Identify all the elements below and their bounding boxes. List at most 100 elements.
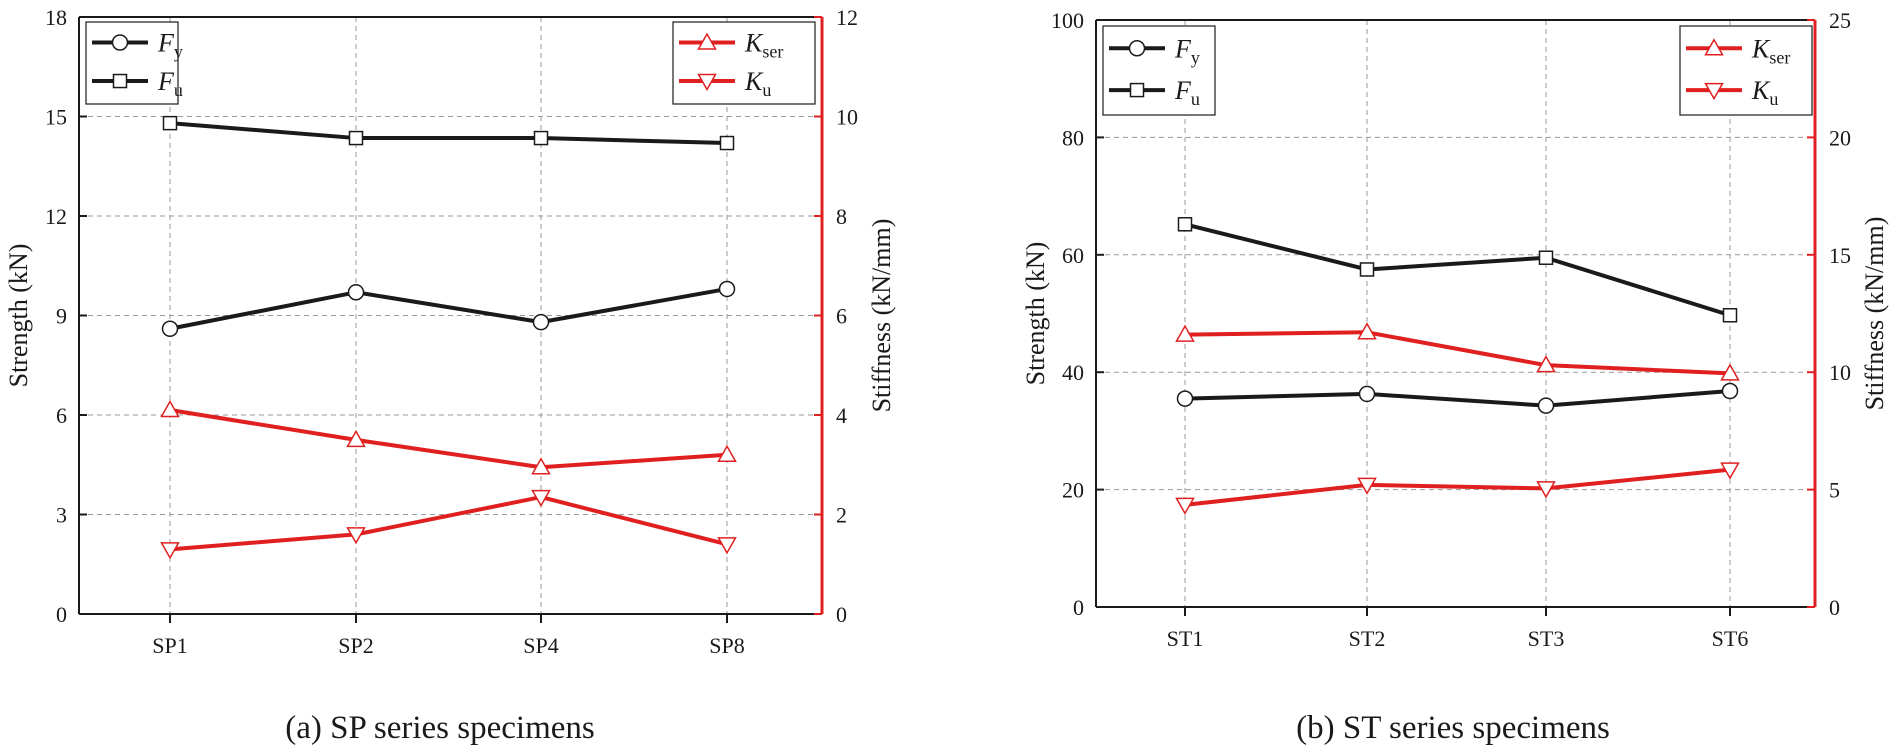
x-tick-label: ST3 [1528,626,1565,651]
x-tick-label: SP1 [152,633,187,658]
data-point [719,135,735,151]
series-line [169,121,728,146]
left-tick-label: 0 [56,602,67,627]
legend-marker [1129,82,1145,98]
legend-label: Fy [1174,34,1200,67]
data-point [1176,390,1194,407]
legend-box [672,21,816,105]
left-tick-label: 20 [1062,478,1084,503]
data-point [348,130,364,146]
data-point [1175,497,1195,515]
legend-item: Ku [679,67,771,100]
x-tick-label: SP4 [523,633,558,658]
data-point [162,115,178,131]
left-tick-label: 15 [45,105,67,130]
data-point [1357,477,1377,495]
series-line [169,286,728,331]
legend-label: Fy [157,29,183,62]
data-point [1720,363,1740,381]
data-point [160,542,180,560]
legend-box [1679,25,1813,116]
legend-item: Kser [1686,34,1790,67]
data-point [1357,322,1377,340]
series-Kser [1175,322,1740,381]
data-point [347,284,365,301]
series-Ku [1175,462,1740,515]
x-tick-label: ST6 [1712,626,1749,651]
right-tick-label: 4 [836,403,847,428]
data-point [717,537,737,555]
legend-marker [697,32,717,50]
y-axis-label: Strength (kN) [4,244,33,388]
data-point [346,527,366,545]
right-tick-label: 8 [836,204,847,229]
data-point [346,429,366,448]
data-point [531,489,551,508]
legend-label: Kser [744,29,783,62]
legend-marker [697,73,717,92]
data-point [1536,481,1556,499]
left-tick-label: 60 [1062,243,1084,268]
left-tick-label: 3 [56,503,67,528]
series-Ku [160,489,737,560]
right-tick-label: 20 [1829,125,1851,150]
series-line [1184,330,1731,376]
right-tick-label: 2 [836,503,847,528]
legend-strength: Fy Fu [1102,25,1216,116]
legend-box [1102,25,1216,116]
series-line [169,495,728,552]
left-tick-label: 0 [1073,595,1084,620]
data-point [718,280,736,298]
series-Kser [160,400,737,475]
left-tick-label: 40 [1062,360,1084,385]
legend-label: Ku [1751,76,1778,109]
right-tick-label: 10 [836,105,858,130]
gridlines [79,17,822,614]
right-tick-label: 12 [836,5,858,30]
data-point [717,444,737,463]
legend-stiffness: Kser Ku [1679,25,1813,116]
data-point [532,313,550,331]
left-tick-label: 80 [1062,125,1084,150]
right-tick-label: 15 [1829,243,1851,268]
legend-marker [1704,38,1724,56]
data-point [1536,355,1556,373]
data-point [1537,397,1555,414]
chart-panel-0: 0 3 6 9 12 15 18 0 2 4 6 8 10 12 SP1 SP2 SP4 SP8 Strength … [4,5,896,746]
x-tick-label: ST2 [1349,626,1386,651]
right-tick-label: 6 [836,304,847,329]
left-tick-label: 9 [56,304,67,329]
series-Fy [1176,382,1739,414]
right-tick-label: 0 [1829,595,1840,620]
y2-axis-label: Stiffness (kN/mm) [1860,217,1889,411]
data-point [1721,382,1739,400]
left-tick-label: 18 [45,5,67,30]
data-point [1538,250,1554,265]
data-point [1722,308,1738,323]
data-point [1358,385,1376,403]
data-point [533,130,549,146]
legend-label: Ku [744,67,771,100]
legend-item: Fu [92,67,183,100]
series-line [169,408,728,470]
x-tick-label: SP2 [338,633,373,658]
panel-caption: (b) ST series specimens [1296,710,1610,746]
left-tick-label: 100 [1051,8,1084,33]
right-tick-label: 0 [836,602,847,627]
legend-item: Ku [1686,76,1778,109]
x-tick-label: ST1 [1167,626,1204,651]
legend-marker [1128,40,1146,57]
data-point [160,400,180,418]
legend-marker [1704,82,1724,101]
series-line [1184,467,1731,507]
legend-label: Kser [1751,34,1790,67]
legend-marker [111,34,129,51]
right-tick-label: 25 [1829,8,1851,33]
legend-box [85,21,179,105]
left-tick-label: 6 [56,403,67,428]
legend-item: Fy [1109,34,1200,67]
y-axis-label: Strength (kN) [1021,242,1050,386]
legend-label: Fu [157,67,183,100]
chart-panel-1: 0 20 40 60 80 100 0 5 10 15 20 25 ST1 ST2 ST3 ST6 Streng… [1021,8,1889,746]
